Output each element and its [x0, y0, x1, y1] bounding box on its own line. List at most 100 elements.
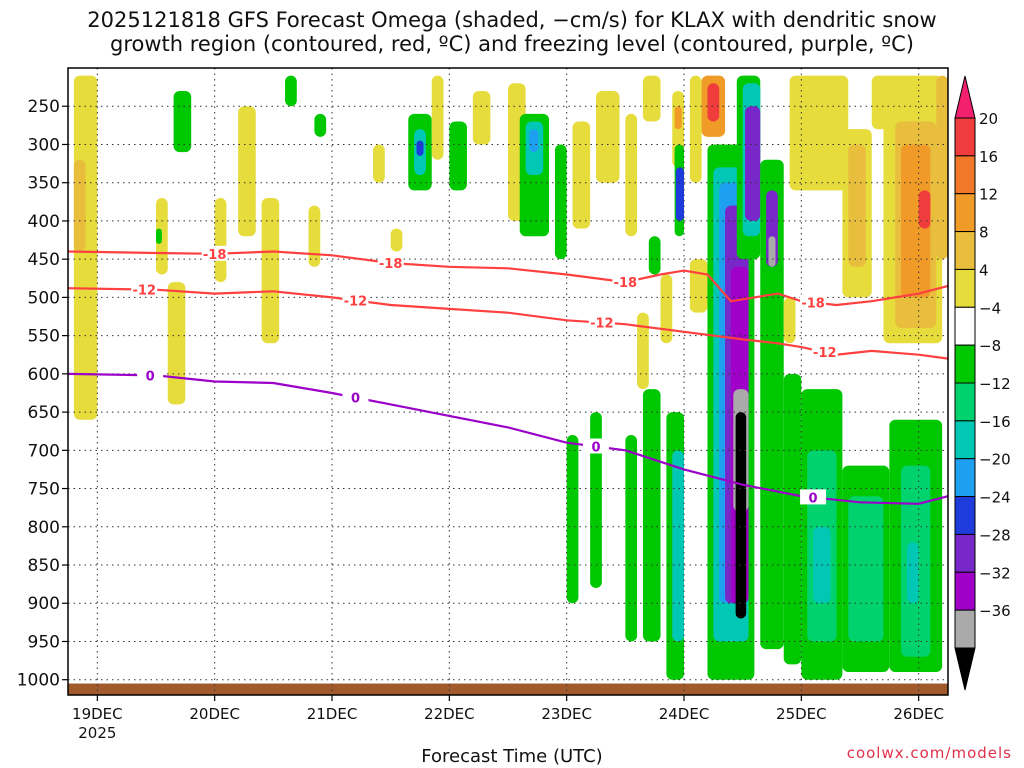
contour-0 [67, 372, 949, 505]
omega-cell [936, 75, 948, 260]
contour-label-bg [811, 344, 838, 360]
omega-cell [554, 144, 567, 260]
contour-label: 0 [351, 392, 360, 407]
contour-label-bg [377, 254, 404, 270]
contour-label-bg [131, 281, 158, 297]
x-tick-label: 23DEC [541, 705, 592, 723]
contour-label: -12 [344, 294, 368, 309]
x-tick-label: 26DEC [893, 705, 944, 723]
credit-link[interactable]: coolwx.com/models [846, 744, 1012, 762]
omega-cell [674, 106, 682, 130]
x-tick-sublabel: 2025 [78, 724, 116, 742]
omega-cell [648, 236, 661, 275]
omega-cell [689, 259, 708, 313]
colorbar-label: −20 [979, 451, 1011, 469]
y-tick-label: 500 [28, 288, 60, 308]
colorbar-segment [954, 609, 976, 649]
omega-cell [660, 274, 673, 344]
ground-fill [68, 683, 948, 695]
omega-cell [566, 435, 579, 604]
colorbar-label: −16 [979, 413, 1011, 431]
colorbar-segment [954, 268, 976, 308]
ground-layer [68, 683, 948, 695]
colorbar-cap-top [954, 75, 976, 119]
colorbar-segment [954, 155, 976, 195]
colorbar-label: −24 [979, 489, 1011, 507]
contour-label-bg [612, 274, 639, 290]
y-tick-label: 400 [28, 212, 60, 232]
omega-cell [735, 412, 747, 619]
y-tick-label: 850 [28, 556, 60, 576]
chart-title-line1: 2025121818 GFS Forecast Omega (shaded, −… [87, 8, 937, 32]
y-tick-label: 950 [28, 632, 60, 652]
omega-cell [918, 190, 931, 229]
omega-cell [783, 373, 802, 665]
omega-cell [373, 144, 385, 183]
omega-cell [637, 312, 649, 390]
contour-label: -18 [379, 257, 403, 272]
omega-cell [308, 205, 321, 267]
contour-label: -12 [590, 317, 614, 332]
x-tick-label: 22DEC [424, 705, 475, 723]
colorbar-segment [954, 571, 976, 611]
colorbar-segment [954, 458, 976, 498]
colorbar-label: −8 [979, 337, 1001, 355]
colorbar-segment [954, 344, 976, 384]
y-tick-label: 550 [28, 327, 60, 347]
omega-cell [745, 106, 761, 221]
colorbar-segment [954, 533, 976, 573]
x-tick-label: 21DEC [307, 705, 358, 723]
colorbar-segment [954, 231, 976, 270]
y-tick-label: 600 [28, 365, 60, 385]
colorbar-segment [954, 193, 976, 233]
omega-cell [472, 90, 491, 145]
y-tick-label: 700 [28, 441, 60, 461]
colorbar-label: −32 [979, 564, 1011, 582]
colorbar-cap-bottom [954, 647, 976, 691]
omega-cell [783, 297, 796, 344]
y-tick-label: 300 [28, 135, 60, 155]
omega-cell [416, 140, 424, 156]
x-axis-label: Forecast Time (UTC) [421, 746, 603, 767]
omega-cell [848, 496, 884, 642]
omega-cell [707, 83, 720, 122]
y-tick-label: 250 [28, 97, 60, 117]
omega-cell [789, 75, 849, 191]
contours: -18 -18 -18 -18 -12 -12 -12 -12 0 0 0 0 [67, 245, 949, 506]
colorbar-label: 20 [979, 110, 998, 128]
colorbar: 20 16 12 8 4 −4 −8 −12 −16 −20 −24 −28 −32 −36 [954, 75, 1011, 691]
omega-cell [314, 113, 327, 137]
contour-label-bg [588, 314, 615, 330]
contour-label-bg [342, 389, 369, 405]
omega-cell [590, 412, 602, 588]
contour-label: -18 [801, 296, 825, 311]
omega-cell [689, 75, 702, 183]
contour-label-bg [583, 438, 609, 454]
omega-cell [529, 129, 539, 153]
contour-label: -12 [133, 284, 157, 299]
omega-cell [642, 75, 661, 122]
omega-cell [73, 159, 86, 252]
omega-cell [156, 228, 162, 244]
omega-cell [768, 236, 776, 267]
x-tick-label: 19DEC [72, 705, 123, 723]
omega-cell [596, 90, 620, 183]
omega-cell [173, 90, 192, 153]
contour-label-bg [137, 367, 164, 383]
omega-shading [73, 75, 948, 680]
y-tick-label: 900 [28, 594, 60, 614]
omega-cell [848, 144, 866, 267]
y-tick-label: 450 [28, 250, 60, 270]
contour-label: 0 [809, 491, 818, 506]
omega-cell [675, 167, 684, 221]
omega-cell [625, 435, 638, 642]
omega-cell [449, 121, 467, 191]
x-tick-label: 25DEC [776, 705, 827, 723]
colorbar-label: 16 [979, 148, 998, 166]
omega-cell [906, 542, 919, 604]
contour-label-bg [800, 489, 827, 505]
colorbar-label: −28 [979, 526, 1011, 544]
omega-cell [642, 389, 661, 642]
